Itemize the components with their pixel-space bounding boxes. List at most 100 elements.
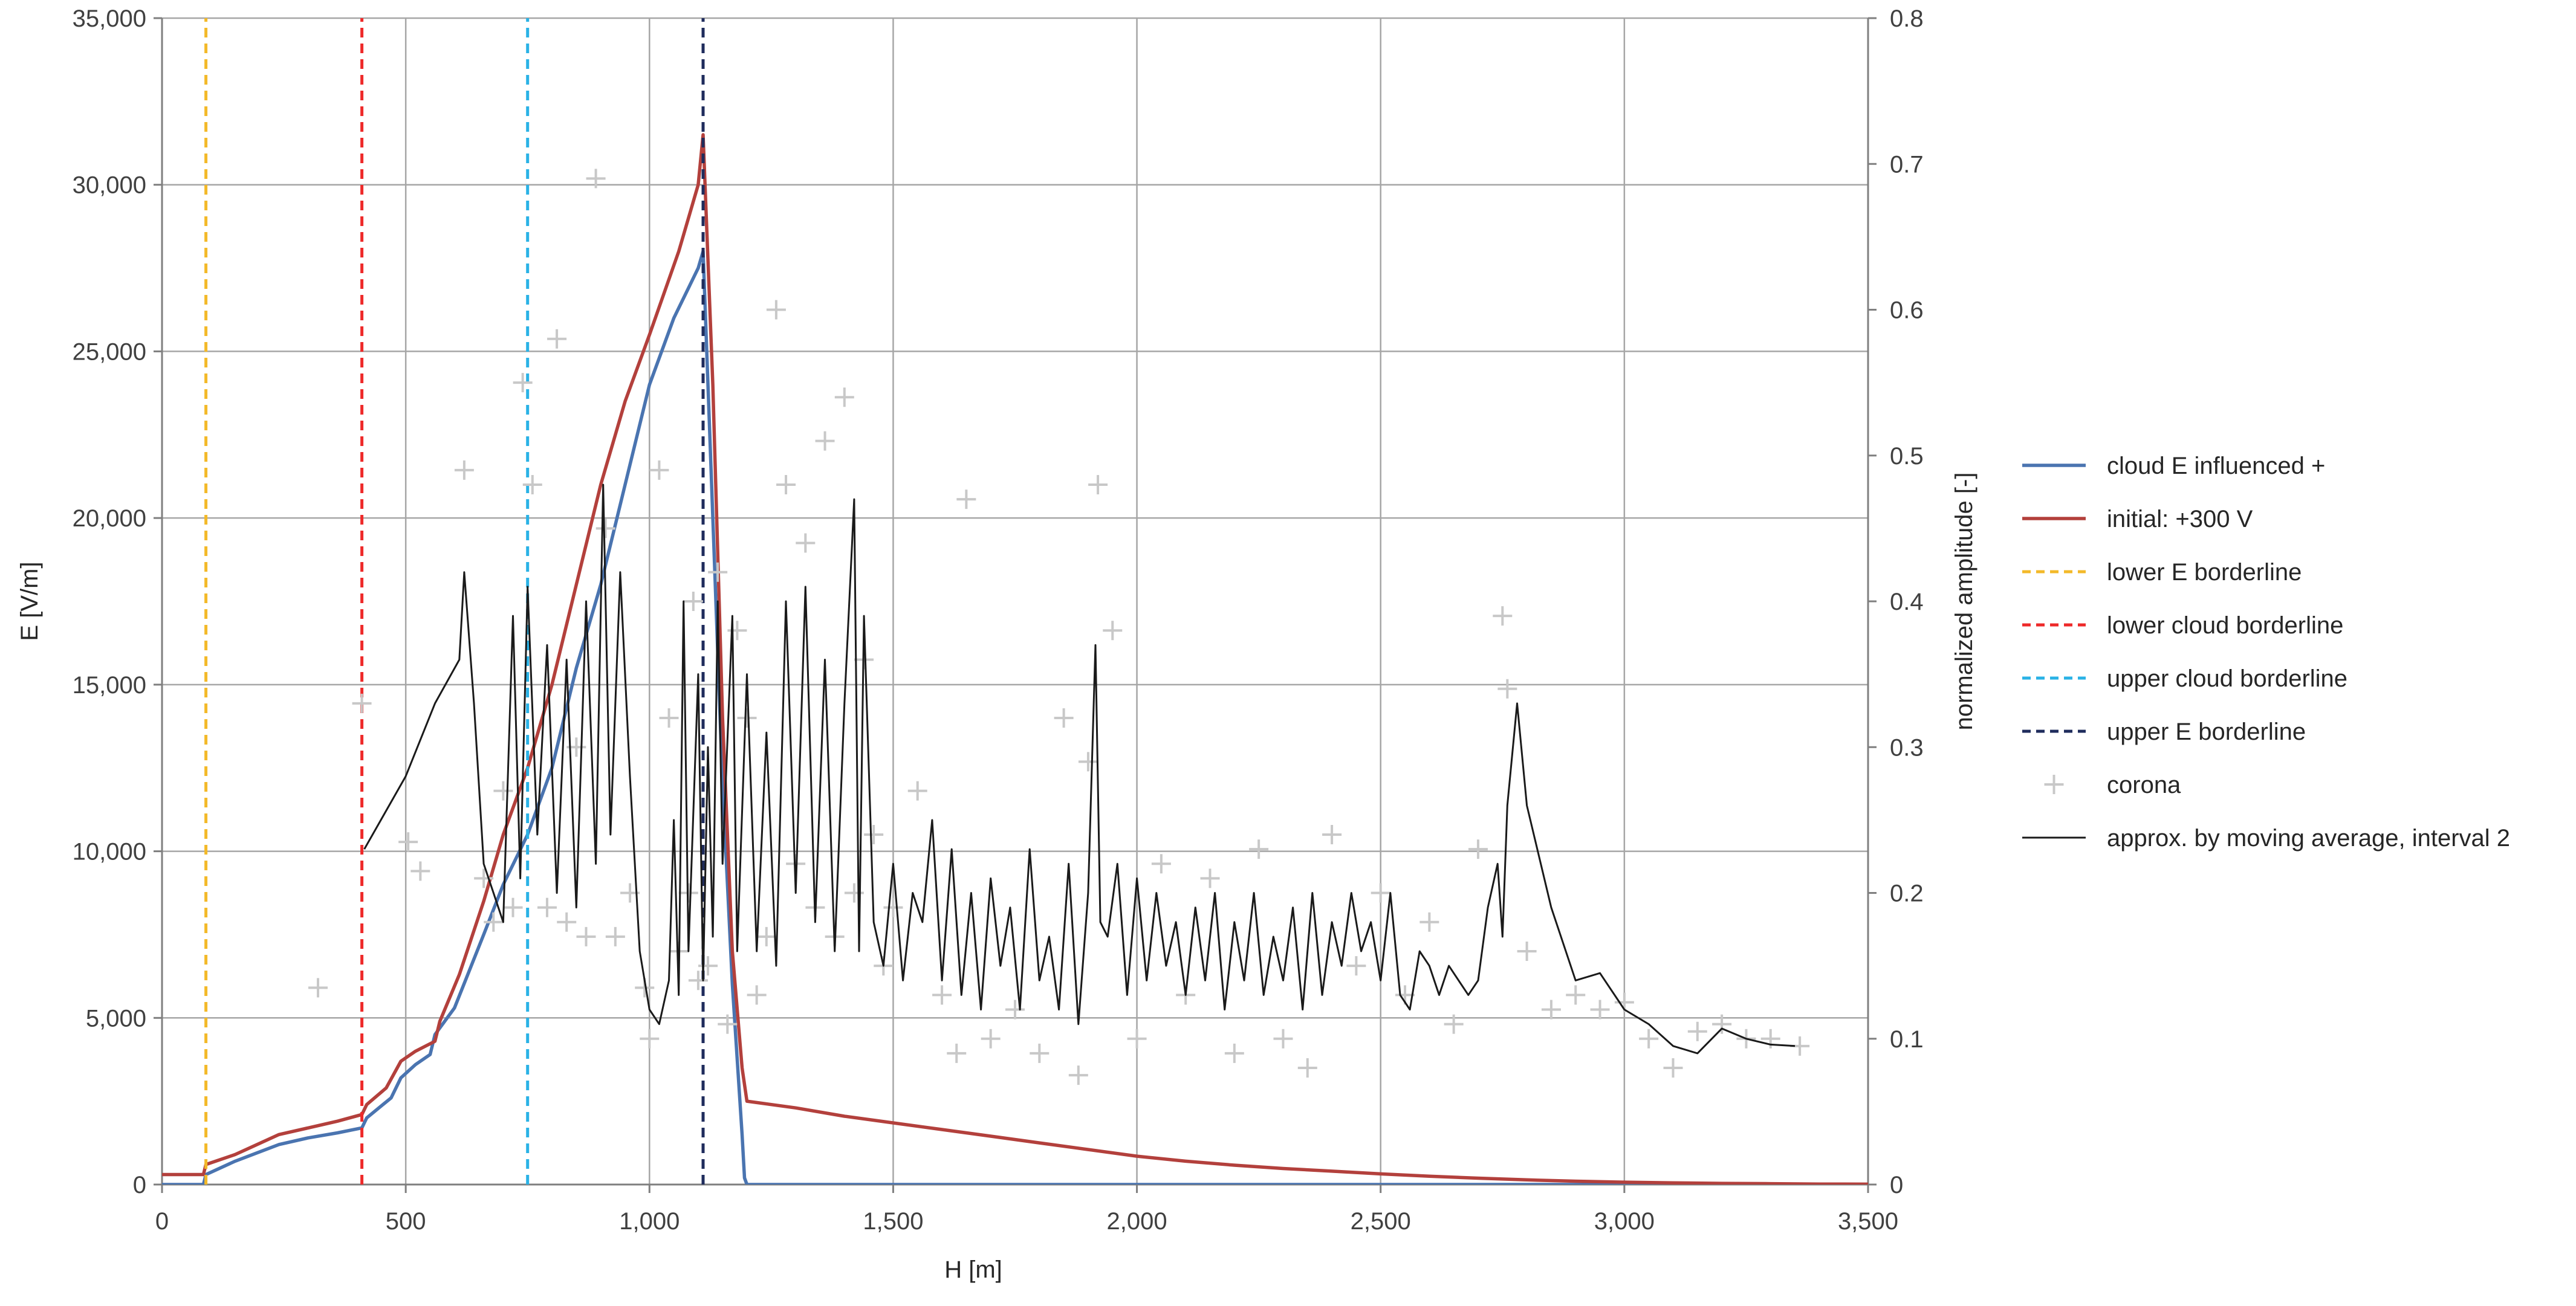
corona-point — [576, 926, 596, 946]
x-axis-ticks: 0 500 1,000 1,500 2,000 2,500 3,000 3,500 — [155, 1185, 1898, 1235]
corona-point — [522, 475, 542, 494]
corona-point — [844, 883, 864, 903]
series-approx-by-moving-average-interval-2 — [363, 483, 1796, 1055]
corona-point — [474, 868, 494, 888]
y2-tick-label: 0.2 — [1890, 881, 1924, 907]
corona-point — [557, 912, 577, 932]
legend-item-approx-by-moving-average-interval-2: approx. by moving average, interval 2 — [2022, 825, 2510, 852]
corona-point — [1468, 839, 1488, 859]
corona-point — [932, 985, 952, 1005]
y-tick-label: 15,000 — [73, 672, 146, 699]
series-layer — [162, 18, 1868, 1185]
legend-label: initial: +300 V — [2107, 506, 2253, 532]
series-initial-300-v — [162, 133, 1868, 1185]
legend-item-corona: corona — [2044, 772, 2181, 798]
y-tick-label: 0 — [133, 1172, 146, 1198]
x-tick-label: 1,500 — [863, 1208, 923, 1235]
series-cloud-e-influenced — [162, 250, 1868, 1185]
corona-point — [747, 985, 767, 1005]
x-tick-label: 0 — [155, 1208, 169, 1235]
corona-point — [649, 460, 669, 480]
corona-point — [1078, 752, 1098, 772]
y2-tick-label: 0 — [1890, 1172, 1903, 1198]
legend-label: corona — [2107, 772, 2181, 798]
corona-point — [1068, 1065, 1088, 1085]
corona-point — [1444, 1014, 1464, 1034]
y-axis-ticks: 0 5,000 10,000 15,000 20,000 25,000 30,000 35,0… — [73, 5, 162, 1198]
corona-point — [1224, 1043, 1244, 1063]
corona-point — [1005, 1000, 1025, 1020]
y2-tick-label: 0.8 — [1890, 5, 1924, 32]
corona-point — [776, 475, 796, 494]
legend-label: lower cloud borderline — [2107, 612, 2343, 639]
corona-point — [503, 897, 523, 917]
corona-point — [605, 926, 625, 946]
corona-point — [864, 825, 884, 844]
corona-point — [537, 897, 557, 917]
legend-label: upper E borderline — [2107, 719, 2306, 745]
corona-point — [1687, 1021, 1707, 1041]
corona-point — [796, 533, 816, 553]
y2-tick-label: 0.1 — [1890, 1026, 1924, 1053]
corona-point — [308, 978, 328, 998]
corona-point — [708, 562, 728, 582]
corona-point — [352, 693, 372, 713]
series-corona — [308, 169, 1810, 1085]
corona-point — [737, 708, 757, 728]
corona-point — [1541, 1000, 1561, 1020]
corona-point — [493, 781, 513, 801]
corona-point — [1346, 956, 1366, 976]
x-tick-label: 1,000 — [619, 1208, 680, 1235]
corona-point — [683, 592, 703, 611]
corona-point — [513, 373, 533, 393]
corona-point — [1200, 868, 1220, 888]
corona-point — [595, 519, 615, 538]
corona-point — [981, 1029, 1001, 1049]
corona-point — [1590, 1000, 1610, 1020]
y-axis-title: E [V/m] — [16, 561, 43, 641]
corona-point — [398, 832, 418, 852]
corona-point — [1419, 912, 1439, 932]
corona-point — [727, 621, 747, 641]
corona-point — [1297, 1058, 1317, 1078]
legend-item-lower-e-borderline: lower E borderline — [2022, 559, 2302, 586]
x-tick-label: 2,000 — [1107, 1208, 1167, 1235]
corona-point — [1273, 1029, 1293, 1049]
x-tick-label: 2,500 — [1351, 1208, 1411, 1235]
y2-tick-label: 0.7 — [1890, 151, 1924, 178]
corona-point — [586, 169, 606, 189]
legend-item-cloud-e-influenced: cloud E influenced + — [2022, 453, 2325, 479]
legend-item-upper-e-borderline: upper E borderline — [2022, 719, 2306, 745]
corona-point — [1249, 839, 1269, 859]
legend-label: approx. by moving average, interval 2 — [2107, 825, 2510, 852]
y2-tick-label: 0.3 — [1890, 734, 1924, 761]
corona-point — [1088, 475, 1108, 494]
corona-point — [1517, 942, 1537, 961]
corona-point — [947, 1043, 967, 1063]
corona-point — [1103, 621, 1123, 641]
legend-label: cloud E influenced + — [2107, 453, 2325, 479]
corona-point — [698, 956, 718, 976]
x-tick-label: 500 — [386, 1208, 426, 1235]
legend: cloud E influenced + initial: +300 V lower… — [2022, 453, 2510, 852]
corona-point — [410, 861, 430, 881]
corona-point — [883, 897, 903, 917]
corona-point — [688, 971, 708, 991]
legend-item-upper-cloud-borderline: upper cloud borderline — [2022, 665, 2347, 692]
corona-point — [1663, 1058, 1683, 1078]
corona-point — [1497, 679, 1517, 699]
x-tick-label: 3,000 — [1594, 1208, 1655, 1235]
x-tick-label: 3,500 — [1838, 1208, 1898, 1235]
corona-point — [1322, 825, 1342, 844]
corona-point — [1712, 1014, 1732, 1034]
y-tick-label: 20,000 — [73, 505, 146, 532]
y2-axis-title: normalized amplitude [-] — [1951, 473, 1977, 731]
corona-point — [1493, 606, 1513, 626]
corona-point — [640, 1029, 660, 1049]
y2-tick-label: 0.5 — [1890, 443, 1924, 470]
corona-point — [1639, 1029, 1659, 1049]
legend-swatch — [2044, 775, 2064, 794]
y2-tick-label: 0.6 — [1890, 297, 1924, 324]
x-axis-title: H [m] — [944, 1256, 1002, 1283]
